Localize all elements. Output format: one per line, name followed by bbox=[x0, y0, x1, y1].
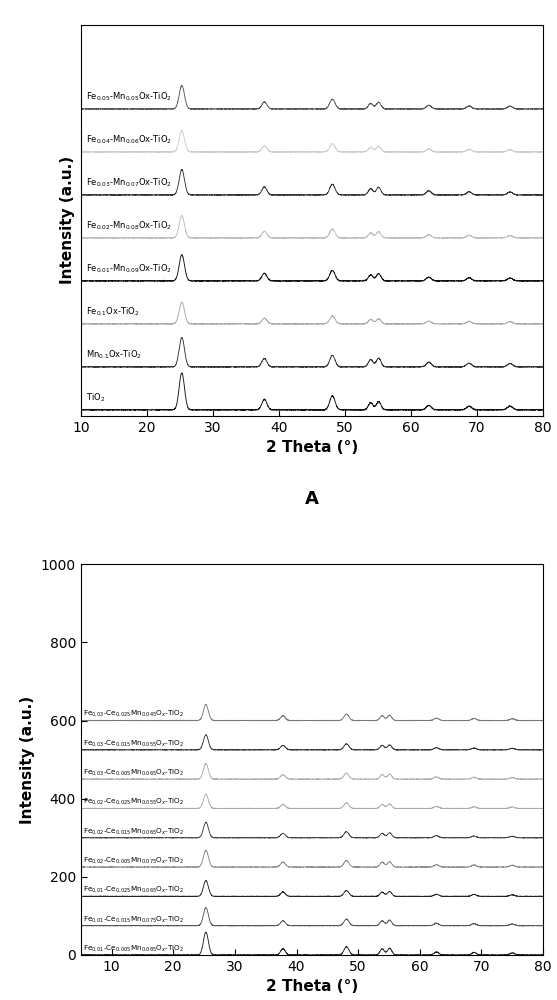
Text: A: A bbox=[305, 490, 319, 508]
Text: Mn$_{0.1}$Ox-TiO$_2$: Mn$_{0.1}$Ox-TiO$_2$ bbox=[86, 349, 142, 361]
Text: Fe$_{0.03}$-Ce$_{0.005}$Mn$_{0.065}$O$_x$-TiO$_2$: Fe$_{0.03}$-Ce$_{0.005}$Mn$_{0.065}$O$_x… bbox=[82, 768, 184, 778]
Text: Fe$_{0.02}$-Ce$_{0.025}$Mn$_{0.055}$O$_x$-TiO$_2$: Fe$_{0.02}$-Ce$_{0.025}$Mn$_{0.055}$O$_x… bbox=[82, 797, 184, 807]
Text: Fe$_{0.02}$-Ce$_{0.005}$Mn$_{0.075}$O$_x$-TiO$_2$: Fe$_{0.02}$-Ce$_{0.005}$Mn$_{0.075}$O$_x… bbox=[82, 856, 184, 866]
Text: Fe$_{0.1}$Ox-TiO$_2$: Fe$_{0.1}$Ox-TiO$_2$ bbox=[86, 306, 139, 318]
Text: Fe$_{0.02}$-Mn$_{0.08}$Ox-TiO$_2$: Fe$_{0.02}$-Mn$_{0.08}$Ox-TiO$_2$ bbox=[86, 220, 172, 232]
Text: Fe$_{0.04}$-Mn$_{0.06}$Ox-TiO$_2$: Fe$_{0.04}$-Mn$_{0.06}$Ox-TiO$_2$ bbox=[86, 134, 172, 146]
Text: Fe$_{0.01}$-Ce$_{0.005}$Mn$_{0.085}$O$_x$-TiO$_2$: Fe$_{0.01}$-Ce$_{0.005}$Mn$_{0.085}$O$_x… bbox=[82, 944, 184, 954]
X-axis label: 2 Theta (°): 2 Theta (°) bbox=[266, 440, 358, 455]
X-axis label: 2 Theta (°): 2 Theta (°) bbox=[266, 979, 358, 994]
Text: Fe$_{0.03}$-Mn$_{0.07}$Ox-TiO$_2$: Fe$_{0.03}$-Mn$_{0.07}$Ox-TiO$_2$ bbox=[86, 177, 172, 189]
Text: Fe$_{0.03}$-Ce$_{0.025}$Mn$_{0.045}$O$_x$-TiO$_2$: Fe$_{0.03}$-Ce$_{0.025}$Mn$_{0.045}$O$_x… bbox=[82, 709, 184, 719]
Y-axis label: Intensity (a.u.): Intensity (a.u.) bbox=[20, 696, 35, 824]
Text: Fe$_{0.02}$-Ce$_{0.015}$Mn$_{0.065}$O$_x$-TiO$_2$: Fe$_{0.02}$-Ce$_{0.015}$Mn$_{0.065}$O$_x… bbox=[82, 826, 184, 837]
Text: Fe$_{0.03}$-Ce$_{0.015}$Mn$_{0.055}$O$_x$-TiO$_2$: Fe$_{0.03}$-Ce$_{0.015}$Mn$_{0.055}$O$_x… bbox=[82, 738, 184, 749]
Text: Fe$_{0.05}$-Mn$_{0.05}$Ox-TiO$_2$: Fe$_{0.05}$-Mn$_{0.05}$Ox-TiO$_2$ bbox=[86, 91, 172, 103]
Text: TiO$_2$: TiO$_2$ bbox=[86, 392, 105, 404]
Text: Fe$_{0.01}$-Ce$_{0.015}$Mn$_{0.075}$O$_x$-TiO$_2$: Fe$_{0.01}$-Ce$_{0.015}$Mn$_{0.075}$O$_x… bbox=[82, 914, 184, 925]
Text: Fe$_{0.01}$-Ce$_{0.025}$Mn$_{0.065}$O$_x$-TiO$_2$: Fe$_{0.01}$-Ce$_{0.025}$Mn$_{0.065}$O$_x… bbox=[82, 885, 184, 895]
Y-axis label: Intensity (a.u.): Intensity (a.u.) bbox=[60, 156, 75, 284]
Text: Fe$_{0.01}$-Mn$_{0.09}$Ox-TiO$_2$: Fe$_{0.01}$-Mn$_{0.09}$Ox-TiO$_2$ bbox=[86, 263, 172, 275]
